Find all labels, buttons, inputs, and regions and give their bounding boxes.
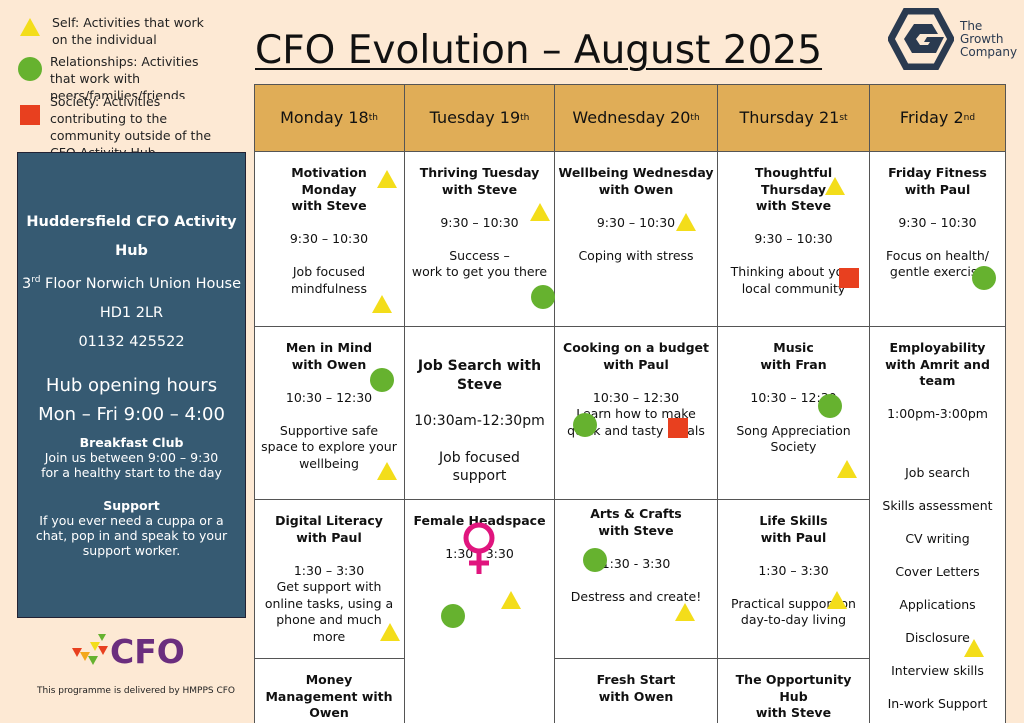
triangle-icon bbox=[964, 639, 984, 657]
employability-item: In-work Support bbox=[887, 695, 988, 711]
circle-icon bbox=[583, 548, 607, 572]
square-icon bbox=[668, 418, 688, 438]
circle-icon bbox=[370, 368, 394, 392]
employability-item: Interview skills bbox=[891, 662, 984, 678]
breakfast-club-line1: Join us between 9:00 – 9:30 bbox=[44, 449, 219, 465]
circle-icon bbox=[818, 394, 842, 418]
employability-item: Skills assessment bbox=[882, 497, 993, 513]
employability-item: Job search bbox=[905, 464, 970, 480]
session-mon-4: Money Management with Owen bbox=[254, 659, 405, 723]
square-icon bbox=[839, 268, 859, 288]
legend-relationships: Relationships: Activities that work with… bbox=[50, 54, 199, 99]
circle-icon bbox=[573, 413, 597, 437]
triangle-icon bbox=[501, 591, 521, 609]
triangle-icon bbox=[827, 591, 847, 609]
female-symbol-icon bbox=[463, 522, 495, 574]
page-title: CFO Evolution – August 2025 bbox=[255, 28, 823, 73]
session-tue-2: Job Search with Steve 10:30am-12:30pm Job… bbox=[405, 327, 555, 500]
growth-company-logo-icon bbox=[888, 8, 954, 70]
session-thu-3: Life Skills with Paul 1:30 – 3:30 Practic… bbox=[718, 500, 870, 659]
triangle-icon bbox=[530, 203, 550, 221]
triangle-icon bbox=[675, 603, 695, 621]
session-thu-2: Music with Fran 10:30 – 12:30 Song Apprec… bbox=[718, 327, 870, 500]
session-tue-1: Thriving Tuesday with Steve 9:30 – 10:30 … bbox=[405, 152, 555, 327]
triangle-icon bbox=[676, 213, 696, 231]
session-mon-2: Men in Mind with Owen 10:30 – 12:30 Suppo… bbox=[254, 327, 405, 500]
circle-icon bbox=[441, 604, 465, 628]
session-tue-3: Female Headspace 1:30 - 3:30 bbox=[405, 500, 555, 723]
session-wed-3: Arts & Crafts with Steve 1:30 - 3:30 Dest… bbox=[555, 500, 718, 659]
breakfast-club-heading: Breakfast Club bbox=[79, 434, 184, 450]
triangle-icon bbox=[837, 460, 857, 478]
triangle-icon bbox=[372, 295, 392, 313]
session-thu-1: Thoughtful Thursday with Steve 9:30 – 10:3… bbox=[718, 152, 870, 327]
breakfast-club-line2: for a healthy start to the day bbox=[41, 464, 222, 480]
employability-item: Cover Letters bbox=[895, 563, 980, 579]
triangle-icon bbox=[380, 623, 400, 641]
legend-self: Self: Activities that work on the indivi… bbox=[52, 15, 204, 47]
session-thu-4: The Opportunity Hub with Steve bbox=[718, 659, 870, 723]
circle-icon bbox=[18, 57, 42, 81]
svg-text:CFO: CFO bbox=[110, 632, 185, 670]
hub-info-panel: Huddersfield CFO Activity Hub 3rd Floor … bbox=[17, 152, 246, 618]
hub-phone: 01132 425522 bbox=[78, 333, 185, 350]
employability-item: Disclosure bbox=[905, 629, 970, 645]
square-icon bbox=[20, 105, 40, 125]
circle-icon bbox=[531, 285, 555, 309]
employability-item: CV writing bbox=[905, 530, 970, 546]
opening-hours: Mon – Fri 9:00 – 4:00 bbox=[38, 403, 225, 425]
hub-name: Huddersfield CFO Activity Hub bbox=[26, 214, 237, 259]
triangle-icon bbox=[377, 170, 397, 188]
session-mon-3: Digital Literacy with Paul 1:30 – 3:30 Ge… bbox=[254, 500, 405, 659]
growth-company-logo-text: The Growth Company bbox=[960, 19, 1018, 59]
triangle-icon bbox=[825, 177, 845, 195]
hub-address: 3rd Floor Norwich Union House bbox=[21, 275, 242, 292]
triangle-icon bbox=[20, 18, 40, 36]
session-wed-1: Wellbeing Wednesday with Owen 9:30 – 10:3… bbox=[555, 152, 718, 327]
delivered-by: This programme is delivered by HMPPS CFO bbox=[37, 686, 236, 696]
session-fri-1: Friday Fitness with Paul 9:30 – 10:30 Foc… bbox=[870, 152, 1006, 327]
session-fri-2: Employability with Amrit and team 1:00pm-3… bbox=[870, 327, 1006, 723]
circle-icon bbox=[972, 266, 996, 290]
support-text: If you ever need a cuppa or a chat, pop … bbox=[35, 512, 228, 558]
legend-society: Society: Activities contributing to the … bbox=[50, 94, 212, 160]
employability-item: Applications bbox=[899, 596, 976, 612]
session-mon-1: Motivation Monday with Steve 9:30 – 10:30 … bbox=[254, 152, 405, 327]
support-heading: Support bbox=[103, 497, 160, 513]
session-wed-4: Fresh Start with Owen bbox=[555, 659, 718, 723]
hub-postcode: HD1 2LR bbox=[99, 304, 164, 321]
triangle-icon bbox=[377, 462, 397, 480]
opening-hours-heading: Hub opening hours bbox=[45, 374, 218, 396]
cfo-logo: CFO bbox=[72, 632, 185, 670]
